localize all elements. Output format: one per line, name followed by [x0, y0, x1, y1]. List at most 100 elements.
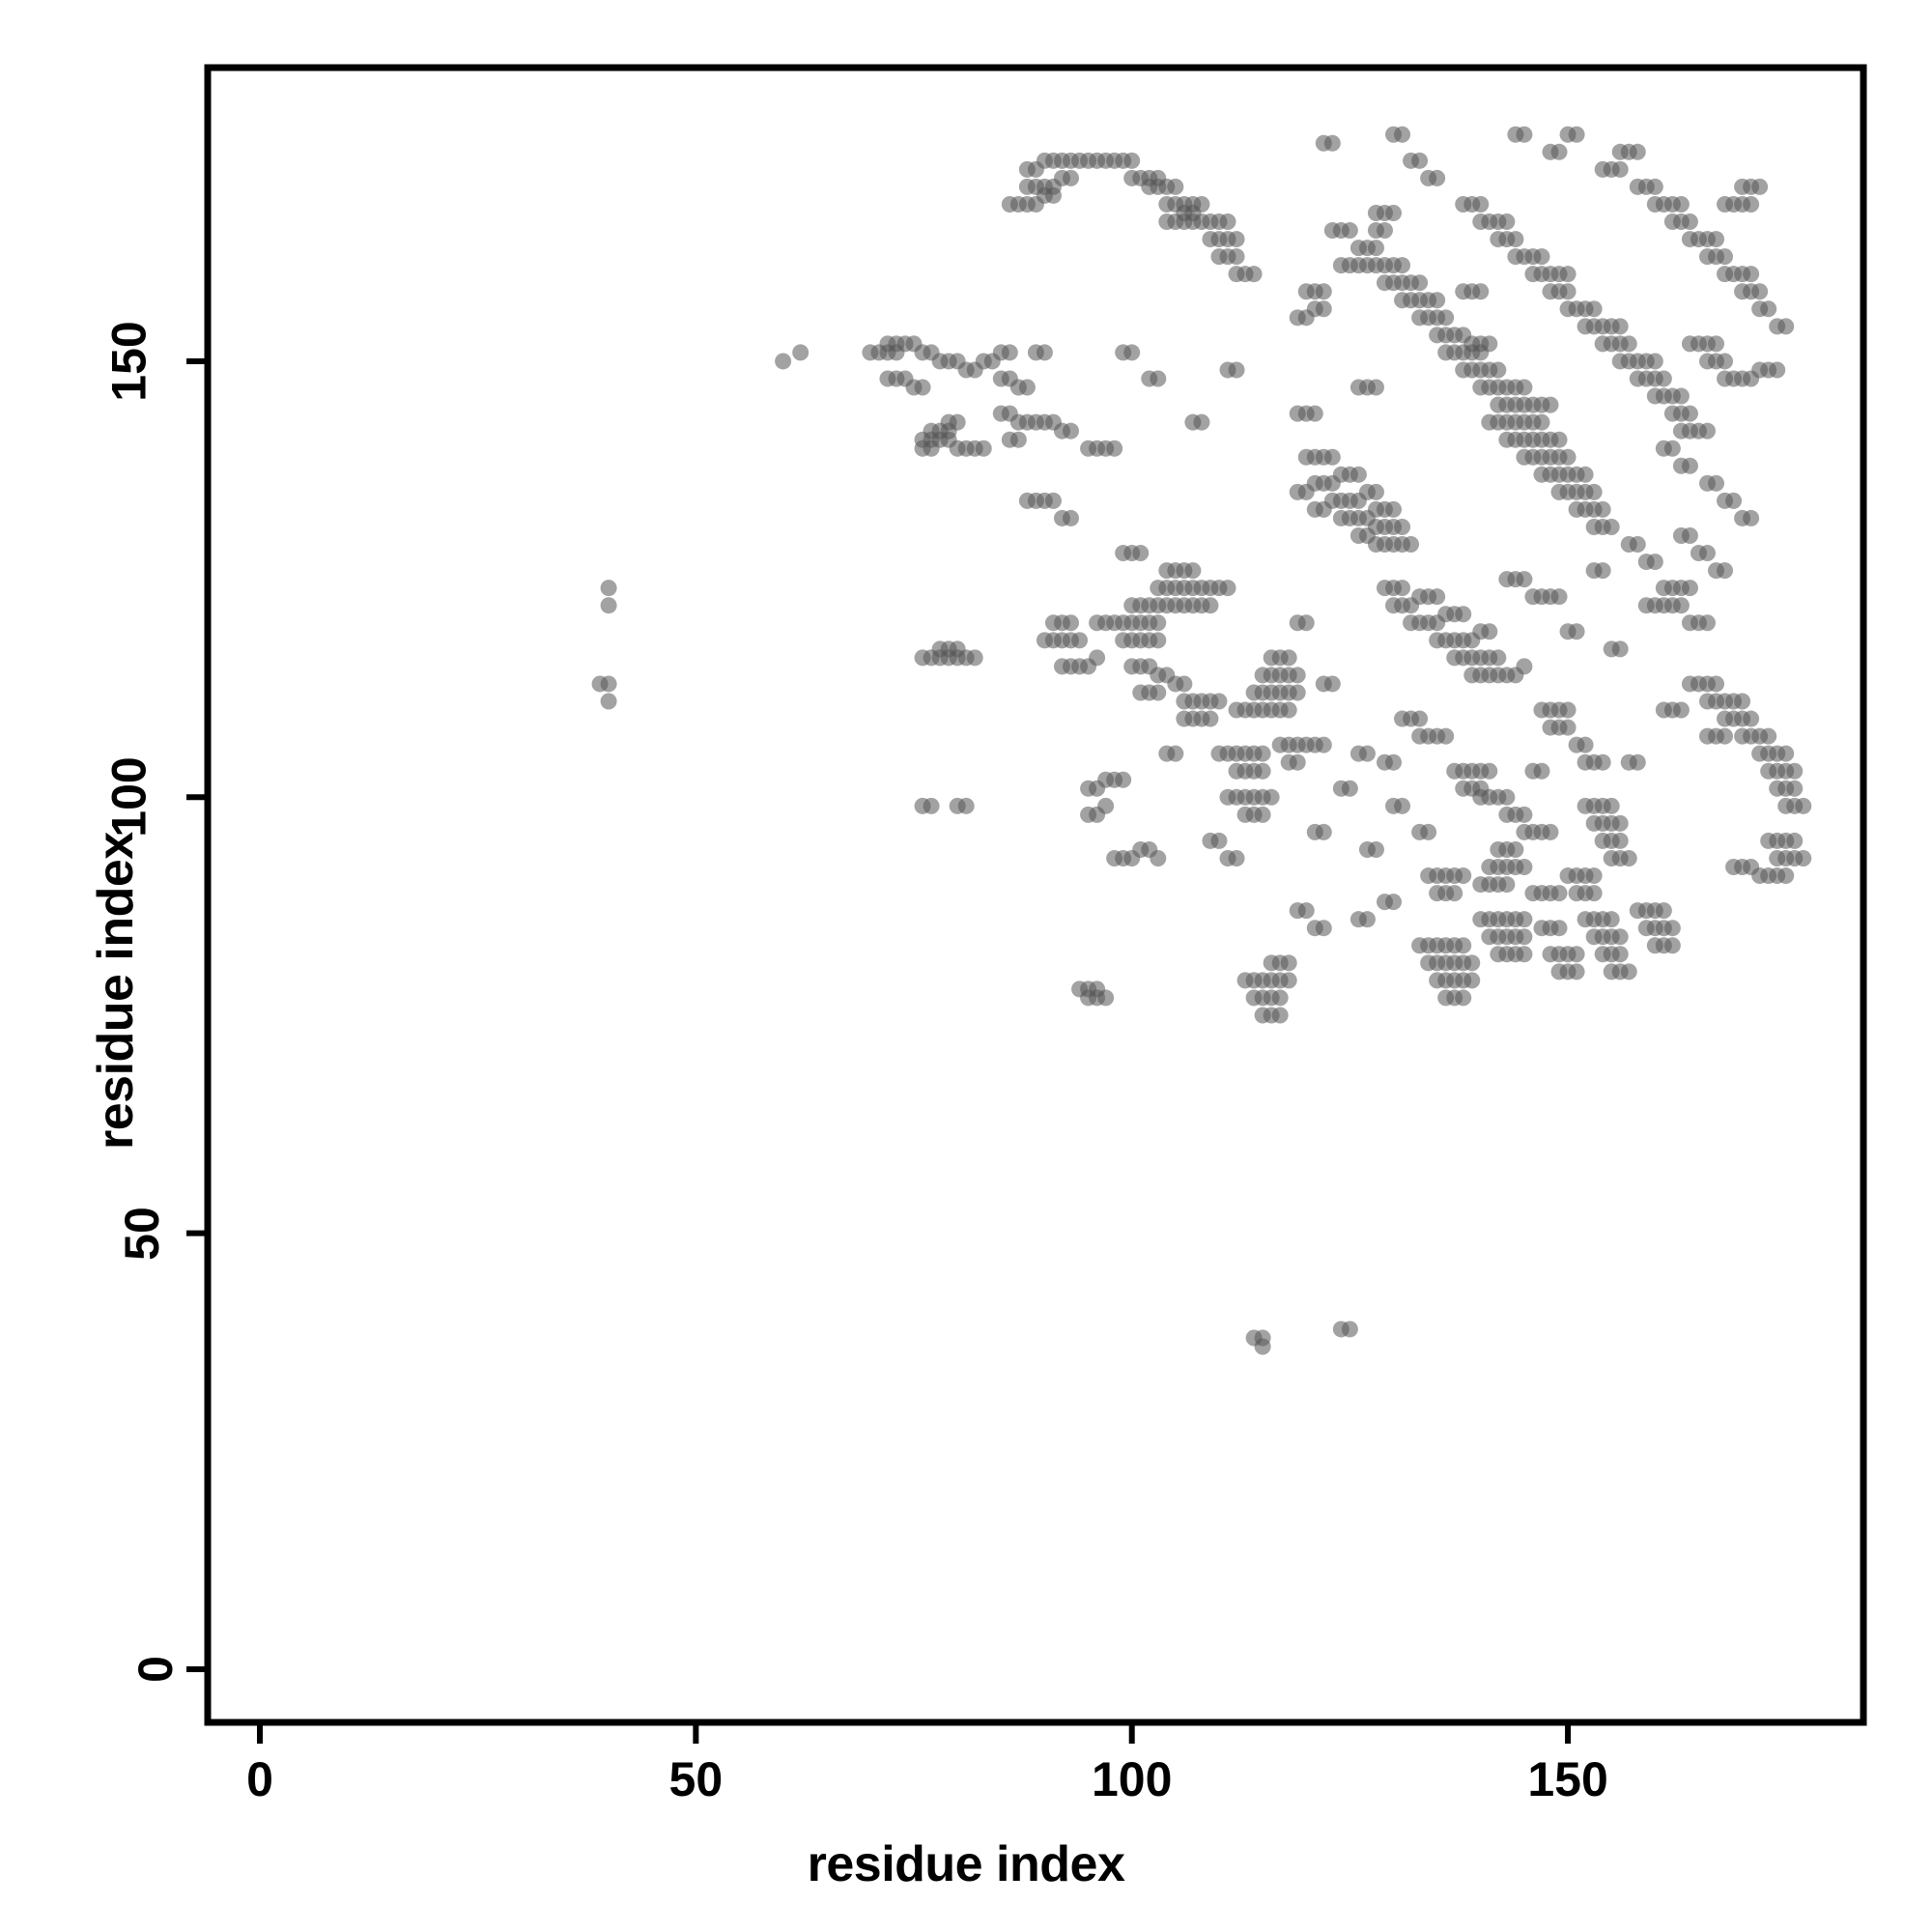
data-point — [1123, 344, 1141, 361]
data-point — [1385, 500, 1403, 518]
data-point — [1568, 963, 1585, 980]
data-point — [1341, 222, 1358, 240]
data-point — [1394, 257, 1411, 274]
data-point — [1063, 169, 1080, 186]
data-point — [1358, 745, 1376, 762]
data-point — [1150, 370, 1167, 387]
data-point — [1516, 946, 1533, 963]
data-point — [1106, 440, 1123, 457]
data-point — [1481, 335, 1498, 353]
data-point — [923, 797, 940, 814]
data-point — [1672, 701, 1690, 719]
data-point — [1568, 623, 1585, 640]
data-point — [1777, 318, 1795, 335]
data-point — [1315, 300, 1332, 318]
data-point — [1498, 788, 1516, 806]
data-point — [1481, 623, 1498, 640]
data-point — [1411, 274, 1429, 292]
data-point — [1245, 266, 1263, 283]
data-point — [1559, 266, 1577, 283]
data-point-group — [591, 126, 1812, 1355]
data-point — [1097, 797, 1115, 814]
data-point — [1280, 701, 1297, 719]
data-point — [600, 693, 617, 710]
data-point — [1385, 204, 1403, 221]
data-point — [931, 640, 949, 658]
data-point — [1516, 911, 1533, 928]
data-point — [1786, 762, 1804, 780]
data-point — [957, 797, 975, 814]
data-point — [1403, 536, 1420, 554]
data-point — [1655, 902, 1672, 920]
data-point — [1315, 823, 1332, 840]
data-point — [1550, 431, 1568, 448]
data-point — [1358, 911, 1376, 928]
data-point — [1044, 186, 1062, 204]
data-point — [1550, 588, 1568, 606]
data-point — [1760, 300, 1777, 318]
data-point — [1297, 902, 1315, 920]
data-point — [1516, 859, 1533, 876]
data-point — [1603, 911, 1620, 928]
y-tick-label: 0 — [128, 1641, 183, 1697]
data-point — [1394, 797, 1411, 814]
data-point — [1341, 1321, 1358, 1338]
data-point — [1717, 727, 1734, 745]
data-point — [1585, 483, 1603, 500]
data-point — [1681, 405, 1698, 422]
y-tick-label: 100 — [89, 757, 169, 838]
data-point — [1385, 753, 1403, 771]
data-point — [1271, 1007, 1289, 1024]
data-point — [1611, 318, 1629, 335]
data-point — [1542, 823, 1559, 840]
data-point — [1516, 126, 1533, 143]
data-point — [1672, 387, 1690, 405]
data-point — [1611, 814, 1629, 832]
data-point — [1490, 361, 1507, 379]
data-point — [1167, 745, 1184, 762]
data-point — [1176, 675, 1193, 693]
data-point — [1394, 580, 1411, 597]
data-point — [1446, 885, 1463, 902]
data-point — [1717, 248, 1734, 266]
data-point — [1455, 937, 1472, 954]
data-point — [1367, 379, 1384, 396]
data-point — [1481, 762, 1498, 780]
data-point — [1717, 562, 1734, 580]
data-point — [1394, 518, 1411, 535]
data-point — [1315, 920, 1332, 937]
data-point — [1063, 509, 1080, 526]
data-point — [1323, 675, 1341, 693]
x-tick-label: 100 — [1091, 1752, 1173, 1806]
data-point — [1629, 143, 1646, 160]
data-point — [1463, 972, 1481, 989]
data-point — [1507, 840, 1524, 858]
data-point — [1228, 849, 1245, 867]
data-point — [1698, 614, 1716, 632]
data-point — [1585, 867, 1603, 885]
data-point — [1254, 1338, 1271, 1355]
data-point — [1315, 736, 1332, 753]
data-point — [1760, 727, 1777, 745]
y-tick-label-text: 50 — [115, 1206, 170, 1261]
data-point — [1568, 126, 1585, 143]
y-axis-title: residue index — [0, 0, 144, 1150]
data-point — [1516, 928, 1533, 946]
data-point — [1681, 580, 1698, 597]
data-point — [1646, 554, 1663, 571]
data-point — [1350, 466, 1367, 483]
data-point — [1725, 492, 1743, 509]
data-point — [1681, 526, 1698, 544]
data-point — [1611, 946, 1629, 963]
data-point — [1219, 213, 1236, 231]
data-point — [1795, 797, 1812, 814]
data-point — [1280, 954, 1297, 972]
data-point — [1717, 353, 1734, 370]
data-point — [1455, 867, 1472, 885]
data-point — [1698, 422, 1716, 440]
data-point — [775, 353, 792, 370]
data-point — [1734, 693, 1751, 710]
data-point — [1516, 379, 1533, 396]
y-tick-label: 150 — [89, 321, 169, 401]
data-point — [1472, 283, 1490, 300]
